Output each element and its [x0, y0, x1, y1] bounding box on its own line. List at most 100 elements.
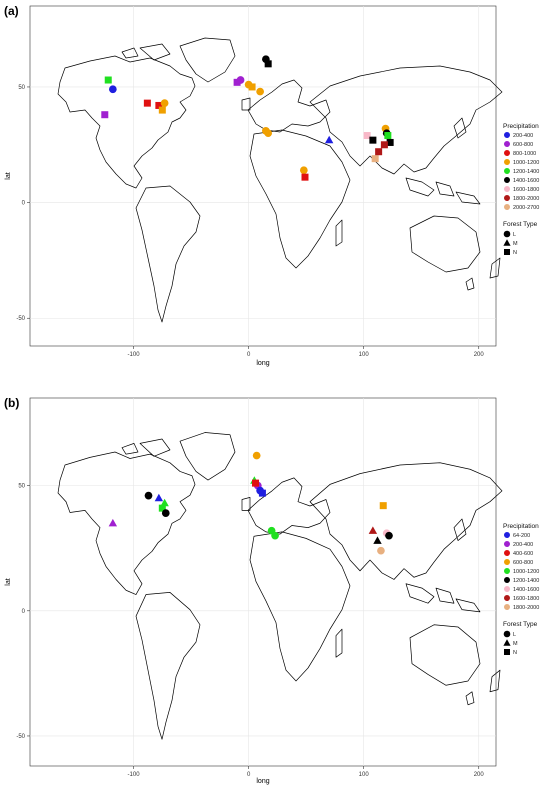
panel-b-legend: Precipitation 64-200 200-400 400-600 600-800… [503, 523, 539, 656]
legend-precipitation-swatch [504, 132, 510, 138]
panel-a: (a) [4, 4, 539, 367]
panel-b-x-ticks: -100 0 100 200 [128, 766, 485, 778]
legend-precipitation-swatch [504, 141, 510, 147]
legend-forest-type-title: Forest Type [503, 221, 538, 228]
site-marker [160, 99, 169, 107]
legend-precipitation-label: 800-1000 [513, 151, 536, 157]
legend-precipitation-label: 400-600 [513, 551, 533, 557]
legend-precipitation-swatch [504, 586, 510, 592]
site-marker [262, 55, 270, 64]
x-tick-label: 0 [247, 352, 251, 358]
legend-precipitation-swatch [504, 568, 510, 574]
legend-precipitation-swatch [504, 150, 510, 156]
legend-forest-type-label: L [513, 632, 516, 638]
panel-b-coastlines [57, 432, 503, 740]
legend-precipitation-label: 200-400 [513, 542, 533, 548]
legend-precipitation-label: 1400-1600 [513, 178, 539, 184]
y-tick-label: 50 [18, 484, 25, 490]
panel-a-points [101, 55, 394, 181]
legend-precipitation-label: 1000-1200 [513, 569, 539, 575]
panel-b-y-ticks: -50 0 50 [16, 484, 30, 740]
y-tick-label: 0 [22, 201, 26, 207]
site-marker [258, 489, 266, 497]
site-marker [108, 85, 117, 94]
site-marker [143, 99, 151, 107]
legend-precipitation-swatch [504, 595, 510, 601]
legend-forest-type-swatch [503, 230, 511, 238]
site-marker [385, 531, 393, 540]
site-marker [299, 166, 308, 175]
legend-forest-type-label: N [513, 650, 517, 656]
legend-precipitation-swatch [504, 195, 510, 201]
panel-a-label: (a) [4, 4, 19, 18]
legend-forest-type-swatch [503, 239, 511, 246]
site-marker [160, 498, 169, 507]
legend-forest-type-title: Forest Type [503, 621, 538, 628]
site-marker [368, 526, 378, 534]
y-tick-label: -50 [16, 734, 25, 740]
legend-precipitation-label: 600-800 [513, 142, 533, 148]
x-tick-label: 200 [474, 772, 485, 778]
site-marker [271, 531, 279, 540]
site-marker [379, 502, 387, 510]
legend-precipitation-swatch [504, 604, 510, 610]
panel-a-x-ticks: -100 0 100 200 [128, 346, 484, 358]
legend-precipitation-title: Precipitation [503, 123, 539, 130]
site-marker [158, 106, 166, 114]
site-marker [386, 138, 394, 146]
legend-forest-type-swatch [504, 249, 510, 255]
panel-a-y-ticks: -50 0 50 [16, 85, 30, 322]
site-marker [155, 101, 163, 109]
site-marker [248, 83, 256, 91]
x-tick-label: 100 [359, 772, 370, 778]
y-tick-label: -50 [16, 316, 25, 322]
site-marker [301, 173, 309, 181]
legend-forest-type-label: M [513, 241, 518, 247]
panel-b-x-axis-label: long [256, 778, 269, 785]
site-marker [101, 111, 109, 119]
x-tick-label: 0 [247, 772, 251, 778]
site-marker [236, 76, 245, 84]
legend-precipitation-swatch [504, 159, 510, 165]
panel-a-gridlines [30, 6, 496, 346]
legend-precipitation-swatch [504, 168, 510, 174]
site-marker [363, 132, 371, 140]
legend-precipitation-swatch [504, 532, 510, 538]
legend-forest-type-swatch [503, 630, 511, 638]
site-marker [233, 78, 241, 86]
legend-forest-type-label: M [513, 641, 518, 647]
site-marker [161, 509, 170, 518]
legend-precipitation-label: 200-400 [513, 133, 533, 139]
legend-precipitation-swatch [504, 177, 510, 183]
site-marker [256, 87, 264, 96]
site-marker [369, 136, 377, 144]
legend-precipitation-label: 600-800 [513, 560, 533, 566]
panel-b-points [108, 451, 393, 555]
legend-precipitation-swatch [504, 204, 510, 210]
panel-b-gridlines [30, 398, 496, 766]
legend-forest-type-swatch [504, 649, 510, 655]
site-marker [384, 132, 392, 140]
legend-precipitation-label: 1400-1600 [513, 587, 539, 593]
legend-precipitation-label: 2000-2700 [513, 205, 539, 211]
panel-b-y-axis-label: lat [5, 578, 12, 585]
legend-forest-type-label: L [513, 232, 516, 238]
legend-precipitation-swatch [504, 550, 510, 556]
site-marker [377, 546, 385, 555]
site-marker [144, 491, 153, 500]
x-tick-label: 100 [359, 352, 370, 358]
site-marker [380, 141, 388, 149]
site-marker [104, 76, 112, 84]
legend-precipitation-swatch [504, 559, 510, 565]
legend-precipitation-label: 1200-1400 [513, 169, 539, 175]
legend-precipitation-label: 64-200 [513, 533, 530, 539]
y-tick-label: 50 [18, 85, 25, 91]
panel-a-x-axis-label: long [256, 360, 269, 367]
legend-precipitation-swatch [504, 186, 510, 192]
panel-a-coastlines [57, 37, 503, 323]
site-marker [373, 536, 382, 544]
legend-forest-type-label: N [513, 250, 517, 256]
panel-a-legend: Precipitation 200-400 600-800 800-1000 1000-… [503, 123, 539, 256]
